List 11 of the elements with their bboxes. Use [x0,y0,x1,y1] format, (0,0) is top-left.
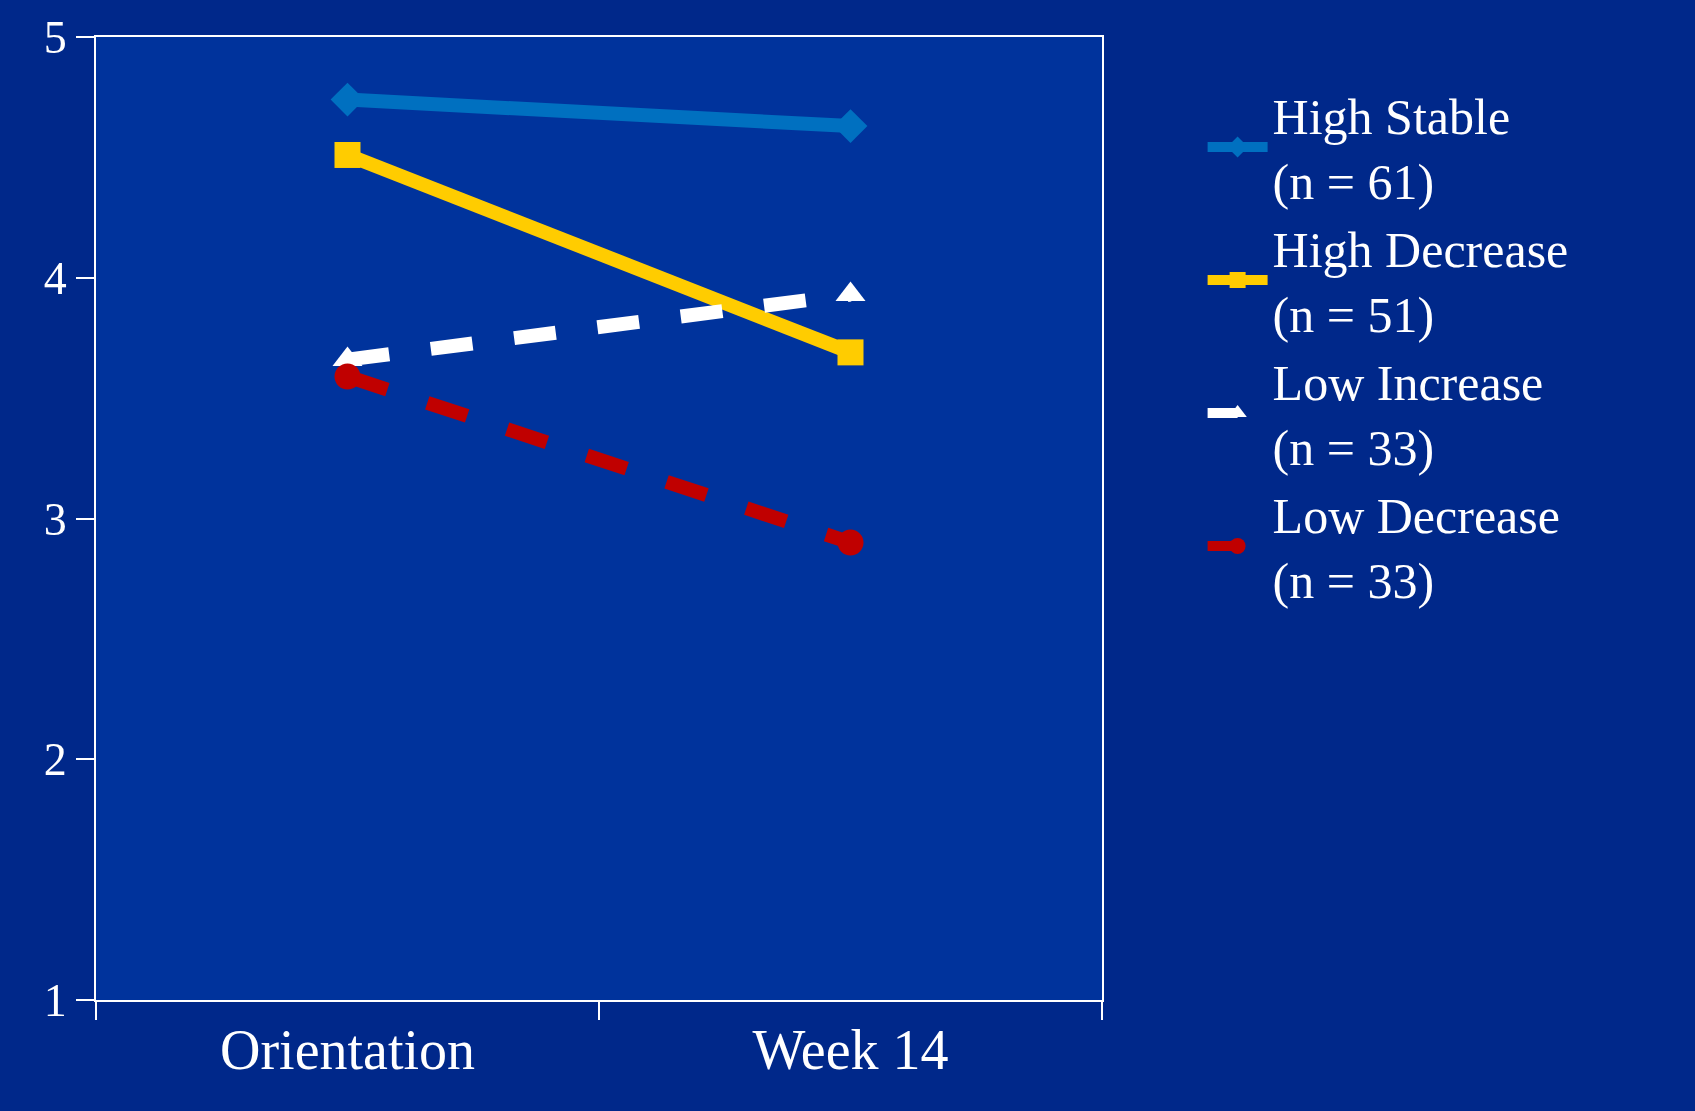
y-tick-label: 1 [43,975,67,1027]
legend-label: High Stable (n = 61) [1272,89,1511,211]
legend-label: Low Increase (n = 33) [1272,355,1544,477]
x-tick-label: Week 14 [752,1019,949,1082]
legend-label: High Decrease (n = 51) [1272,222,1569,344]
y-tick-label: 5 [43,12,67,64]
x-tick-label: Orientation [219,1019,476,1082]
y-tick-label: 3 [43,493,67,545]
y-tick-label: 4 [43,252,67,304]
y-tick-label: 2 [43,734,67,786]
legend-label: Low Decrease (n = 33) [1272,488,1560,610]
